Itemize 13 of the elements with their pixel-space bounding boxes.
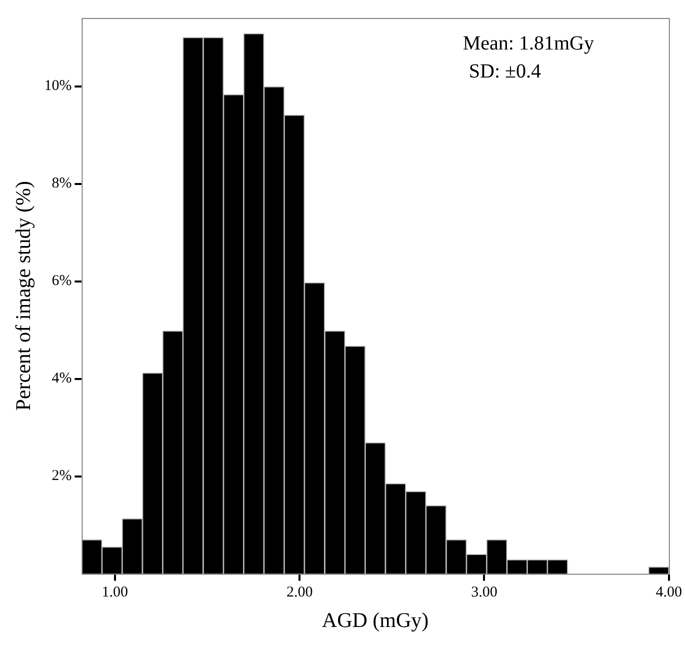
- x-tick-label: 1.00: [102, 584, 128, 601]
- x-tick-label: 3.00: [471, 584, 498, 601]
- x-tick-label: 4.00: [656, 584, 682, 601]
- x-axis-title: AGD (mGy): [322, 608, 429, 632]
- y-tick-label: 2%: [52, 468, 72, 484]
- annotation: SD: ±0.4: [468, 60, 541, 82]
- y-tick-label: 10%: [44, 78, 72, 94]
- y-axis-title: Percent of image study (%): [11, 181, 36, 411]
- y-tick-label: 8%: [52, 176, 72, 192]
- annotation: Mean: 1.81mGy: [462, 32, 594, 54]
- y-tick-label: 4%: [52, 370, 72, 387]
- y-tick-label: 6%: [52, 273, 72, 290]
- x-tick-label: 2.00: [286, 584, 313, 601]
